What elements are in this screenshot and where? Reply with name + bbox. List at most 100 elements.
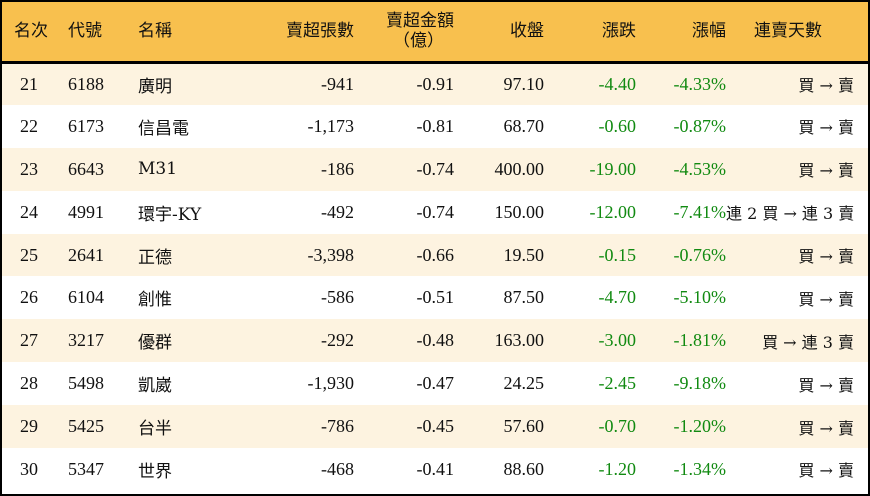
- close-price-cell: 150.00: [494, 201, 545, 222]
- close-price-cell: 97.10: [503, 73, 545, 94]
- rank-cell: 23: [20, 158, 38, 179]
- code-cell: 5498: [68, 373, 104, 394]
- sell-over-amount-cell: -0.66: [416, 244, 455, 265]
- code-cell: 6643: [68, 158, 104, 179]
- header-code: 代號: [68, 21, 102, 42]
- close-price-cell: 400.00: [494, 158, 545, 179]
- table-row: 21 6188 廣明 -941 -0.91 97.10 -4.40 -4.33%…: [2, 62, 868, 105]
- rank-cell: 28: [20, 373, 38, 394]
- change-cell: -0.60: [598, 115, 637, 136]
- close-price-cell: 88.60: [503, 458, 545, 479]
- sell-over-shares-cell: -1,930: [307, 373, 355, 394]
- sell-over-shares-cell: -786: [321, 416, 354, 437]
- sell-over-amount-cell: -0.91: [416, 73, 455, 94]
- name-cell: 環宇-KY: [138, 204, 202, 225]
- code-cell: 6104: [68, 287, 104, 308]
- rank-cell: 26: [20, 287, 38, 308]
- close-price-cell: 57.60: [503, 416, 545, 437]
- header-sell-over-amount-line2: （億）: [393, 31, 444, 52]
- name-cell: M31: [138, 159, 178, 180]
- sell-over-amount-cell: -0.81: [416, 115, 455, 136]
- close-price-cell: 163.00: [494, 330, 545, 351]
- close-price-cell: 19.50: [503, 244, 545, 265]
- header-close: 收盤: [510, 21, 544, 42]
- sell-over-shares-cell: -186: [321, 158, 354, 179]
- sell-over-shares-cell: -586: [321, 287, 354, 308]
- streak-cell: 買 → 賣: [798, 461, 854, 481]
- change-cell: -0.15: [598, 244, 637, 265]
- rank-cell: 29: [20, 416, 38, 437]
- change-cell: -4.70: [598, 287, 637, 308]
- code-cell: 6173: [68, 115, 104, 136]
- streak-cell: 買 → 賣: [798, 76, 854, 96]
- sell-over-shares-cell: -1,173: [307, 115, 355, 136]
- change-pct-cell: -4.53%: [673, 158, 727, 179]
- table-row: 25 2641 正德 -3,398 -0.66 19.50 -0.15 -0.7…: [2, 233, 868, 277]
- change-cell: -0.70: [598, 416, 637, 437]
- change-pct-cell: -1.20%: [673, 416, 727, 437]
- streak-cell: 買 → 賣: [798, 375, 854, 395]
- streak-cell: 買 → 賣: [798, 161, 854, 181]
- streak-cell: 買 → 賣: [798, 418, 854, 438]
- change-pct-cell: -5.10%: [673, 287, 727, 308]
- sell-over-shares-cell: -492: [321, 201, 354, 222]
- table-row: 28 5498 凱崴 -1,930 -0.47 24.25 -2.45 -9.1…: [2, 362, 868, 406]
- table-row: 30 5347 世界 -468 -0.41 88.60 -1.20 -1.34%…: [2, 448, 868, 491]
- header-sell-over-amount: 賣超金額 （億）: [354, 2, 454, 62]
- change-pct-cell: -4.33%: [673, 73, 727, 94]
- header-sell-over-amount-line1: 賣超金額: [386, 11, 454, 32]
- change-cell: -1.20: [598, 458, 637, 479]
- name-cell: 信昌電: [138, 118, 189, 139]
- code-cell: 2641: [68, 244, 104, 265]
- streak-cell: 買 → 賣: [798, 289, 854, 309]
- rank-cell: 22: [20, 115, 38, 136]
- code-cell: 6188: [68, 73, 104, 94]
- sell-over-amount-cell: -0.74: [416, 201, 455, 222]
- sell-over-shares-cell: -941: [321, 73, 354, 94]
- name-cell: 創惟: [138, 290, 172, 311]
- sell-over-shares-cell: -468: [321, 458, 354, 479]
- close-price-cell: 87.50: [503, 287, 545, 308]
- change-pct-cell: -9.18%: [673, 373, 727, 394]
- streak-cell: 連 2 買 → 連 3 賣: [726, 204, 855, 224]
- name-cell: 世界: [138, 461, 172, 482]
- change-cell: -12.00: [589, 201, 637, 222]
- change-pct-cell: -1.34%: [673, 458, 727, 479]
- change-cell: -2.45: [598, 373, 637, 394]
- sell-over-shares-cell: -3,398: [307, 244, 355, 265]
- rank-cell: 21: [20, 73, 38, 94]
- header-sell-over-shares: 賣超張數: [286, 21, 354, 42]
- streak-cell: 買 → 連 3 賣: [762, 332, 854, 352]
- close-price-cell: 24.25: [503, 373, 545, 394]
- table-row: 23 6643 M31 -186 -0.74 400.00 -19.00 -4.…: [2, 147, 868, 191]
- table-row: 27 3217 優群 -292 -0.48 163.00 -3.00 -1.81…: [2, 319, 868, 363]
- header-streak: 連賣天數: [754, 21, 822, 42]
- sell-over-amount-cell: -0.51: [416, 287, 455, 308]
- rank-cell: 27: [20, 330, 38, 351]
- header-name: 名稱: [138, 21, 172, 42]
- table-row: 29 5425 台半 -786 -0.45 57.60 -0.70 -1.20%…: [2, 405, 868, 449]
- sell-over-amount-cell: -0.48: [416, 330, 455, 351]
- header-change: 漲跌: [602, 21, 636, 42]
- change-pct-cell: -0.76%: [673, 244, 727, 265]
- code-cell: 4991: [68, 201, 104, 222]
- sell-over-amount-cell: -0.41: [416, 458, 455, 479]
- close-price-cell: 68.70: [503, 115, 545, 136]
- code-cell: 3217: [68, 330, 104, 351]
- table-row: 22 6173 信昌電 -1,173 -0.81 68.70 -0.60 -0.…: [2, 104, 868, 148]
- change-cell: -19.00: [589, 158, 637, 179]
- name-cell: 台半: [138, 419, 172, 440]
- change-cell: -4.40: [598, 73, 637, 94]
- sell-over-amount-cell: -0.47: [416, 373, 455, 394]
- table-row: 26 6104 創惟 -586 -0.51 87.50 -4.70 -5.10%…: [2, 276, 868, 320]
- code-cell: 5347: [68, 458, 104, 479]
- streak-cell: 買 → 賣: [798, 247, 854, 266]
- name-cell: 廣明: [138, 76, 172, 97]
- header-rank: 名次: [14, 21, 48, 42]
- sell-over-amount-cell: -0.74: [416, 158, 455, 179]
- table-row: 24 4991 環宇-KY -492 -0.74 150.00 -12.00 -…: [2, 190, 868, 234]
- change-pct-cell: -0.87%: [673, 115, 727, 136]
- streak-cell: 買 → 賣: [798, 118, 854, 138]
